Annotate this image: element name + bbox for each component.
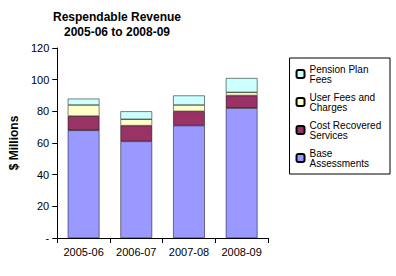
svg-text:80: 80	[37, 105, 49, 117]
svg-text:60: 60	[37, 137, 49, 149]
svg-text:Services: Services	[310, 130, 348, 141]
svg-text:2006-07: 2006-07	[116, 246, 156, 258]
svg-text:Pension Plan: Pension Plan	[309, 63, 372, 75]
svg-text:-: -	[46, 232, 50, 244]
svg-text:Charges: Charges	[310, 102, 348, 113]
svg-text:120: 120	[31, 42, 49, 54]
svg-text:2005-06 to 2008-09: 2005-06 to 2008-09	[64, 25, 170, 39]
svg-text:Respendable Revenue: Respendable Revenue	[53, 10, 181, 24]
svg-text:100: 100	[31, 74, 49, 86]
svg-text:User Fees and: User Fees and	[309, 91, 378, 103]
svg-text:$ Millions: $ Millions	[7, 115, 21, 170]
svg-text:2005-06: 2005-06	[63, 246, 103, 258]
svg-text:2008-09: 2008-09	[221, 246, 261, 258]
svg-text:2007-08: 2007-08	[169, 246, 209, 258]
svg-text:20: 20	[37, 200, 49, 212]
svg-text:Base: Base	[309, 147, 336, 159]
svg-text:Assessments: Assessments	[310, 158, 369, 169]
svg-text:Cost Recovered: Cost Recovered	[309, 119, 384, 131]
svg-text:Fees: Fees	[310, 74, 332, 85]
svg-text:40: 40	[37, 169, 49, 181]
